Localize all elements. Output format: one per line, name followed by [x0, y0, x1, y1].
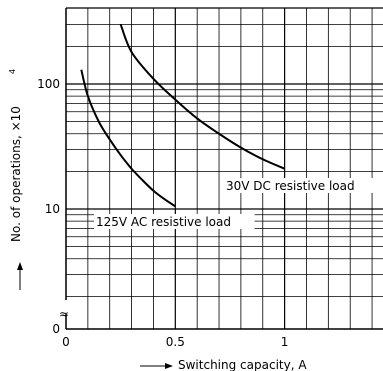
series-line-0 — [119, 23, 286, 170]
axis-break-symbol: ≈ — [59, 307, 69, 321]
annotation-label-0: 30V DC resistive load — [226, 179, 355, 193]
x-axis-arrowhead — [165, 363, 173, 369]
y-tick-label: 100 — [37, 77, 60, 91]
y-axis-arrowhead — [17, 262, 23, 270]
y-axis-label-group: No. of operations, ×10 — [9, 106, 23, 242]
grid — [65, 8, 383, 329]
series-group — [80, 23, 286, 208]
annotation-label-1: 125V AC resistive load — [96, 215, 231, 229]
x-tick-label: 1 — [281, 335, 289, 349]
y-tick-label: 10 — [45, 202, 60, 216]
annotation-bg-1 — [94, 214, 255, 229]
x-axis-label: Switching capacity, A — [178, 358, 307, 371]
y-axis-label-exponent: 4 — [8, 69, 17, 74]
annotation-bg-0 — [224, 178, 378, 193]
plot-frame — [63, 7, 383, 330]
x-tick-label: 0 — [62, 335, 70, 349]
axis-break-gap — [63, 300, 69, 314]
series-line-1 — [80, 69, 176, 208]
x-tick-label: 0.5 — [166, 335, 185, 349]
y-axis-label: No. of operations, ×10 — [9, 106, 23, 242]
y-tick-label: 0 — [52, 322, 60, 336]
